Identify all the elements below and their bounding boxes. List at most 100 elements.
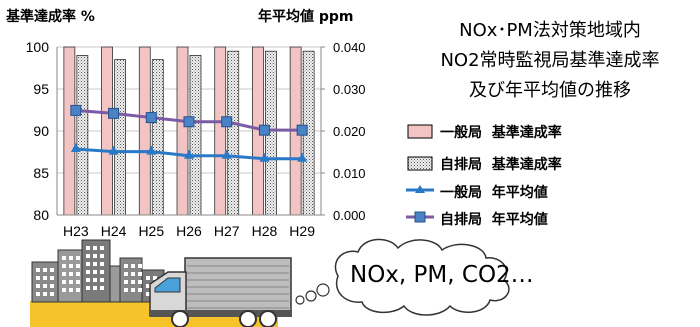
- building-window: [86, 262, 90, 266]
- point-jihaikyoku: [145, 112, 157, 124]
- building-window: [138, 264, 142, 268]
- x-tick-label: H29: [289, 223, 315, 239]
- exhaust-puffs: [295, 283, 330, 305]
- building-window: [100, 254, 104, 258]
- building-window: [43, 276, 47, 280]
- y-tick-label-right: 0.040: [333, 40, 366, 55]
- point-jihaikyoku: [108, 107, 120, 119]
- legend-swatches: [406, 124, 434, 223]
- point-ippankyoku: [108, 145, 119, 155]
- buildings-illustration: [31, 239, 165, 303]
- building-window: [62, 288, 66, 292]
- building-window: [76, 264, 80, 268]
- building-window: [100, 262, 104, 266]
- point-ippankyoku: [146, 145, 157, 155]
- building-window: [124, 288, 128, 292]
- truck-window: [154, 277, 181, 293]
- building-window: [76, 272, 80, 276]
- y-tick-label-left: 90: [33, 123, 49, 139]
- bar-ippankyoku: [101, 46, 113, 216]
- truck-wheel: [171, 310, 189, 327]
- bar-jihaikyoku: [151, 59, 164, 216]
- point-jihaikyoku: [296, 124, 308, 136]
- building-window: [153, 276, 157, 280]
- x-tick-label: H24: [101, 223, 127, 239]
- point-jihaikyoku: [70, 104, 82, 116]
- legend-swatch-line1-marker: [415, 185, 425, 193]
- building-window: [36, 268, 40, 272]
- point-jihaikyoku: [221, 116, 233, 128]
- building-window: [93, 286, 97, 290]
- building-window: [69, 256, 73, 260]
- chart-title: NOx･PM法対策地域内 NO2常時監視局基準達成率 及び年平均値の推移: [400, 16, 700, 106]
- x-tick-label: H28: [252, 223, 278, 239]
- building-window: [43, 268, 47, 272]
- building-window: [138, 280, 142, 284]
- bar-ippankyoku: [214, 46, 227, 216]
- chart-lines: [70, 104, 308, 162]
- y-tick-label-left: 100: [26, 39, 50, 55]
- building-window: [69, 280, 73, 284]
- building-window: [124, 280, 128, 284]
- building-window: [93, 246, 97, 250]
- y-axis-right-label: 年平均値 ppm: [258, 9, 354, 25]
- building-window: [146, 284, 150, 288]
- building-window: [43, 292, 47, 296]
- building-window: [36, 284, 40, 288]
- building-window: [131, 288, 135, 292]
- y-tick-label-right: 0.000: [333, 208, 366, 223]
- building-window: [93, 254, 97, 258]
- bar-jihaikyoku: [76, 55, 89, 216]
- truck-wheel: [239, 310, 257, 327]
- chart-ticks: 100 95 90 85 80 0.040 0.030 0.020 0.010 0.000 H23 H…: [26, 39, 366, 239]
- bar-jihaikyoku: [189, 55, 202, 216]
- building-window: [93, 278, 97, 282]
- building-window: [86, 286, 90, 290]
- truck-chassis: [150, 310, 292, 317]
- x-tick-label: H26: [176, 223, 202, 239]
- building-window: [100, 286, 104, 290]
- y-tick-label-right: 0.030: [333, 82, 366, 97]
- y-tick-label-left: 85: [33, 165, 49, 181]
- building-window: [62, 264, 66, 268]
- building-window: [50, 292, 54, 296]
- building-window: [124, 264, 128, 268]
- thought-bubble: [334, 238, 510, 316]
- building-window: [36, 292, 40, 296]
- point-ippankyoku: [221, 149, 232, 159]
- building-window: [69, 288, 73, 292]
- legend-swatch-line2-marker: [414, 211, 426, 223]
- y-tick-label-left: 95: [33, 81, 49, 97]
- building-window: [76, 280, 80, 284]
- building-window: [50, 284, 54, 288]
- point-ippankyoku: [259, 152, 270, 162]
- legend-label: 自排局 基準達成率: [440, 157, 562, 173]
- building-window: [124, 272, 128, 276]
- building-window: [50, 268, 54, 272]
- bar-jihaikyoku: [114, 59, 126, 216]
- x-tick-label: H25: [138, 223, 164, 239]
- chart-bars: [63, 46, 315, 216]
- truck-illustration: [149, 257, 292, 327]
- legend-label: 一般局 年平均値: [440, 185, 548, 201]
- building-window: [76, 256, 80, 260]
- x-tick-label: H23: [63, 223, 89, 239]
- building-window: [146, 276, 150, 280]
- building-window: [131, 264, 135, 268]
- legend-label: 自排局 年平均値: [440, 212, 548, 228]
- building-window: [50, 276, 54, 280]
- building-window: [86, 270, 90, 274]
- building-window: [93, 262, 97, 266]
- bar-ippankyoku: [63, 46, 76, 216]
- point-jihaikyoku: [183, 116, 195, 128]
- chart-title-line: NO2常時監視局基準達成率: [440, 50, 660, 71]
- chart-title-line: 及び年平均値の推移: [469, 80, 631, 101]
- building-window: [69, 264, 73, 268]
- building-window: [62, 272, 66, 276]
- building-window: [131, 272, 135, 276]
- building-window: [146, 292, 150, 296]
- bar-jihaikyoku: [227, 50, 240, 216]
- x-tick-label: H27: [214, 223, 240, 239]
- y-axis-left-label: 基準達成率 %: [6, 9, 95, 25]
- building-window: [76, 288, 80, 292]
